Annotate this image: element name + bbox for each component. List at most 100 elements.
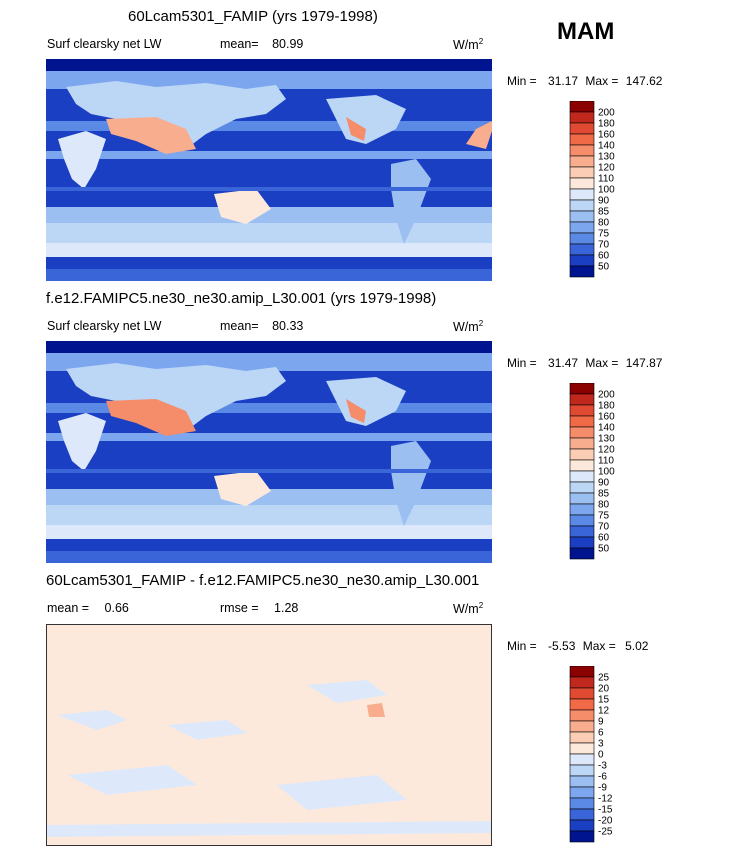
colorbar-swatch — [569, 775, 595, 788]
colorbar-tick-label: 100 — [598, 185, 615, 196]
colorbar-tick-label: -12 — [598, 794, 613, 805]
panel-3-min-value: -5.53 — [548, 639, 576, 653]
colorbar-swatch — [569, 415, 595, 428]
colorbar-tick-label: 12 — [598, 706, 610, 717]
colorbar-tick-label: -9 — [598, 783, 607, 794]
colorbar-swatch — [569, 111, 595, 124]
colorbar-swatch — [569, 786, 595, 799]
colorbar-swatch — [569, 459, 595, 472]
colorbar-tick-label: 120 — [598, 445, 615, 456]
colorbar-swatch — [569, 470, 595, 483]
colorbar-tick-label: 160 — [598, 412, 615, 423]
panel-3-map — [46, 624, 492, 846]
panel-1-mean-value: 80.99 — [272, 37, 304, 51]
colorbar-swatch — [569, 155, 595, 168]
panel-1-mean: mean= 80.99 — [220, 37, 303, 51]
colorbar-swatch — [569, 797, 595, 810]
panel-2-max-label: Max = — [585, 356, 619, 370]
colorbar-tick-label: 100 — [598, 467, 615, 478]
panel-1-units: W/m2 — [453, 37, 484, 53]
colorbar-swatch — [569, 698, 595, 711]
colorbar-tick-label: -3 — [598, 761, 607, 772]
colorbar-swatch — [569, 819, 595, 832]
colorbar-tick-label: -15 — [598, 805, 613, 816]
panel-3-map-svg — [47, 625, 491, 845]
colorbar-swatch — [569, 254, 595, 267]
panel-1-mean-label: mean= — [220, 37, 259, 51]
colorbar-swatch — [569, 122, 595, 135]
colorbar-swatch — [569, 437, 595, 450]
panel-2-minmax: Min = 31.47 Max = 147.87 — [507, 356, 662, 370]
panel-3-rmse-value: 1.28 — [274, 601, 299, 615]
colorbar-tick-label: 85 — [598, 489, 610, 500]
panel-3-units: W/m2 — [453, 601, 484, 617]
colorbar-swatch — [569, 547, 595, 560]
colorbar-swatch — [569, 481, 595, 494]
colorbar-tick-label: 180 — [598, 119, 615, 130]
colorbar-tick-label: 160 — [598, 130, 615, 141]
colorbar-tick-label: 3 — [598, 739, 604, 750]
colorbar-tick-label: -25 — [598, 827, 613, 838]
colorbar-tick-label: 50 — [598, 262, 610, 273]
panel-1-minmax: Min = 31.17 Max = 147.62 — [507, 74, 662, 88]
colorbar-swatch — [569, 720, 595, 733]
panel-2-max-value: 147.87 — [625, 356, 663, 370]
colorbar-tick-label: 25 — [598, 673, 610, 684]
colorbar-swatch — [569, 265, 595, 278]
colorbar-tick-label: 6 — [598, 728, 604, 739]
colorbar-swatch — [569, 177, 595, 190]
colorbar-tick-label: 0 — [598, 750, 604, 761]
panel-3-mean: mean = 0.66 — [47, 601, 129, 615]
panel-1-variable: Surf clearsky net LW — [47, 37, 162, 51]
colorbar-swatch — [569, 514, 595, 527]
panel-1-min-value: 31.17 — [548, 74, 579, 88]
panel-1-title: 60Lcam5301_FAMIP (yrs 1979-1998) — [128, 8, 378, 25]
panel-3-max-value: 5.02 — [625, 639, 649, 653]
colorbar-tick-label: 140 — [598, 423, 615, 434]
colorbar-tick-label: -20 — [598, 816, 613, 827]
colorbar-swatch — [569, 426, 595, 439]
colorbar-swatch — [569, 448, 595, 461]
colorbar-swatch — [569, 503, 595, 516]
colorbar-swatch — [569, 808, 595, 821]
panel-2-variable: Surf clearsky net LW — [47, 319, 162, 333]
colorbar-swatch — [569, 393, 595, 406]
colorbar-swatch — [569, 232, 595, 245]
panel-3-mean-label: mean = — [47, 601, 90, 615]
colorbar-tick-label: 80 — [598, 500, 610, 511]
colorbar-swatch — [569, 525, 595, 538]
colorbar-swatch — [569, 764, 595, 777]
colorbar-tick-label: 60 — [598, 251, 610, 262]
colorbar-swatch — [569, 709, 595, 722]
panel-3-title: 60Lcam5301_FAMIP - f.e12.FAMIPC5.ne30_ne… — [46, 572, 480, 589]
colorbar-tick-label: 130 — [598, 152, 615, 163]
colorbar-tick-label: 120 — [598, 163, 615, 174]
colorbar-swatch — [569, 166, 595, 179]
colorbar-tick-label: 9 — [598, 717, 604, 728]
panel-2-mean-value: 80.33 — [272, 319, 304, 333]
colorbar-swatch — [569, 188, 595, 201]
colorbar-swatch — [569, 243, 595, 256]
colorbar-tick-label: 200 — [598, 390, 615, 401]
colorbar-swatch — [569, 676, 595, 689]
colorbar-swatch — [569, 492, 595, 505]
colorbar-swatch — [569, 830, 595, 843]
panel-3-rmse: rmse = 1.28 — [220, 601, 298, 615]
panel-2-min-value: 31.47 — [548, 356, 579, 370]
panel-3-rmse-label: rmse = — [220, 601, 259, 615]
panel-2-map — [46, 341, 492, 563]
panel-1-map-svg — [46, 59, 492, 281]
panel-3-minmax: Min = -5.53 Max = 5.02 — [507, 639, 648, 653]
colorbar-swatch — [569, 742, 595, 755]
colorbar-swatch — [569, 666, 595, 678]
panel-2-mean: mean= 80.33 — [220, 319, 303, 333]
season-label: MAM — [557, 18, 615, 45]
colorbar-swatch — [569, 687, 595, 700]
colorbar-tick-label: 50 — [598, 544, 610, 555]
colorbar-swatch — [569, 536, 595, 549]
colorbar-tick-label: 110 — [598, 174, 614, 185]
panel-2-mean-label: mean= — [220, 319, 259, 333]
